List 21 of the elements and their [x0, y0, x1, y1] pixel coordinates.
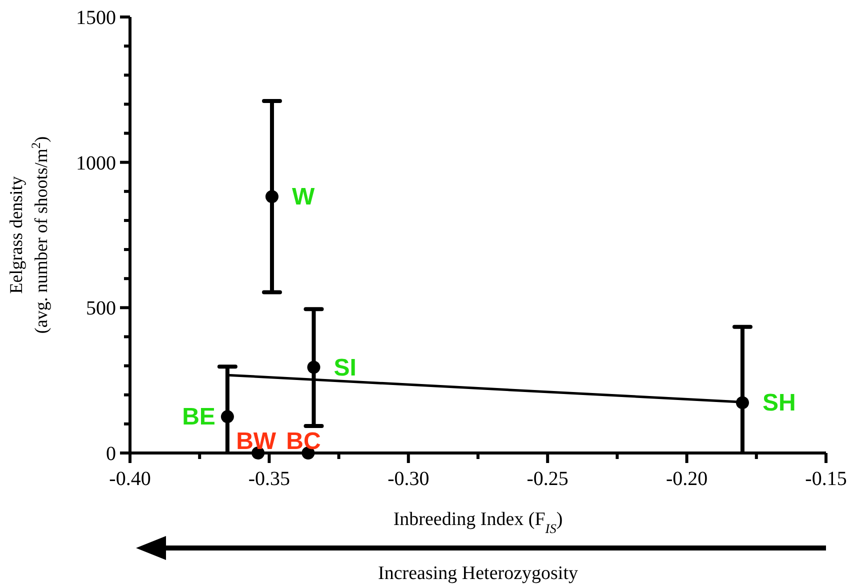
x-tick-label: -0.35	[248, 468, 290, 490]
annotation: SH	[762, 390, 796, 417]
y-tick-label: 1000	[76, 152, 116, 174]
x-tick-label: -0.30	[388, 468, 430, 490]
text: Increasing Heterozygosity	[378, 563, 578, 584]
x-tick-label: -0.15	[805, 468, 847, 490]
x-tick-label: -0.25	[526, 468, 568, 490]
point	[307, 360, 320, 374]
point	[220, 410, 234, 424]
y-tick-label: 500	[86, 298, 116, 320]
annotation: W	[292, 184, 315, 211]
annotation: BW	[236, 428, 276, 455]
x-axis-title: Inbreeding Index (F$_{IS}$)	[393, 509, 563, 536]
annotation: SI	[334, 354, 356, 382]
x-tick-label: -0.20	[666, 468, 708, 490]
point	[265, 190, 278, 204]
annotation: BE	[182, 404, 216, 431]
y-tick-label: 1500	[76, 7, 116, 29]
y-tick-label: 0	[106, 443, 116, 465]
annotation: BC	[286, 428, 321, 455]
x-tick-label: -0.40	[109, 468, 151, 490]
